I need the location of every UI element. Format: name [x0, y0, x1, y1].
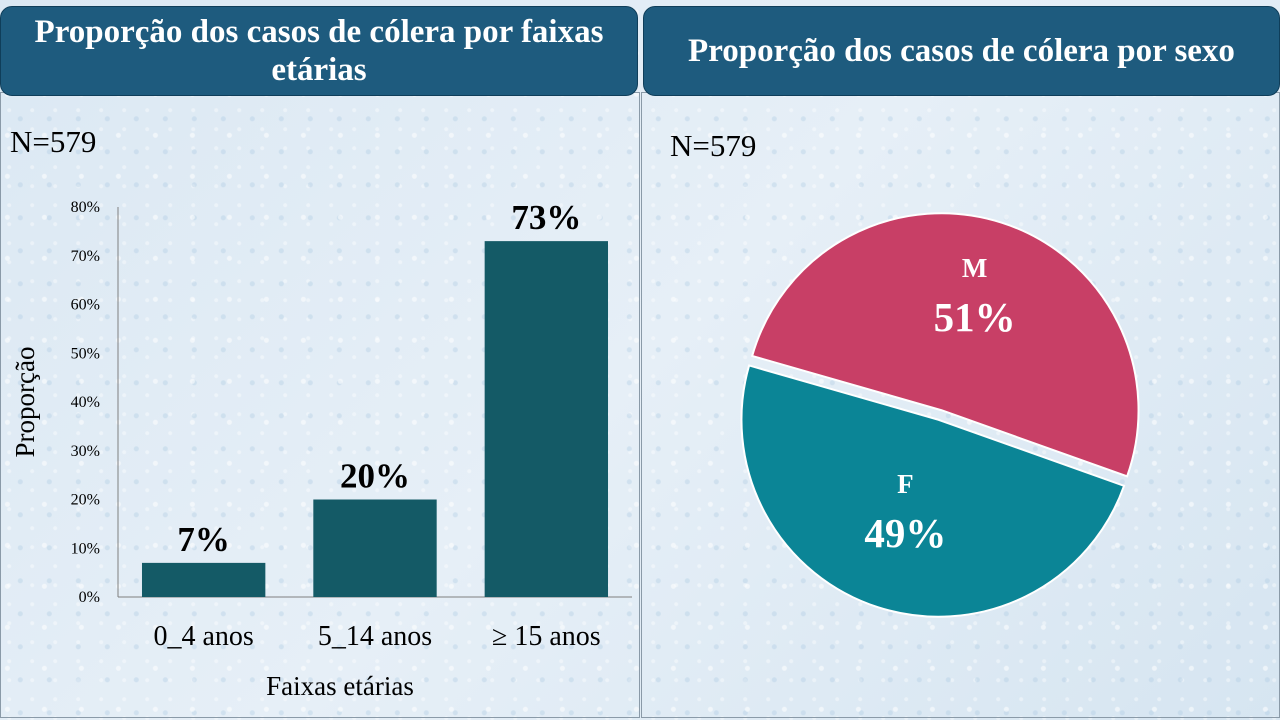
- pie-category-label: M: [962, 253, 987, 283]
- pie-slice: [750, 212, 1140, 478]
- y-axis-title: Proporção: [10, 347, 40, 458]
- y-tick-label: 40%: [71, 394, 100, 411]
- bar-data-label: 73%: [511, 198, 581, 237]
- y-tick-label: 10%: [71, 540, 100, 557]
- x-tick-label: 0_4 anos: [154, 621, 254, 652]
- x-tick-label: 5_14 anos: [318, 621, 432, 652]
- pie-chart: M 51% F 49%: [740, 212, 1140, 618]
- y-tick-label: 60%: [71, 297, 100, 314]
- pie-category-label: F: [897, 469, 914, 499]
- pie-value-label: 49%: [864, 510, 946, 556]
- x-tick-label: ≥ 15 anos: [492, 621, 601, 652]
- bar: [484, 241, 609, 597]
- y-tick-label: 50%: [71, 345, 100, 362]
- left-n-label: N=579: [10, 124, 97, 159]
- right-panel-title: Proporção dos casos de cólera por sexo: [643, 6, 1280, 96]
- pie-value-label: 51%: [934, 294, 1016, 340]
- pie-slice: [740, 364, 1126, 618]
- y-tick-label: 80%: [71, 199, 100, 216]
- bar-data-label: 20%: [340, 457, 410, 496]
- bar: [141, 562, 266, 597]
- y-tick-label: 20%: [71, 492, 100, 509]
- y-tick-label: 30%: [71, 443, 100, 460]
- x-axis-title: Faixas etárias: [266, 671, 414, 701]
- y-tick-label: 70%: [71, 248, 100, 265]
- left-panel-title: Proporção dos casos de cólera por faixas…: [0, 6, 638, 96]
- bar-data-label: 7%: [177, 520, 230, 559]
- right-n-label: N=579: [670, 128, 757, 163]
- y-tick-label: 0%: [79, 589, 100, 606]
- bar: [313, 499, 437, 597]
- bar-chart: 0% 10% 20% 30% 40% 50% 60% 70% 80% 7% 0_4 anos 20% 5…: [10, 198, 632, 701]
